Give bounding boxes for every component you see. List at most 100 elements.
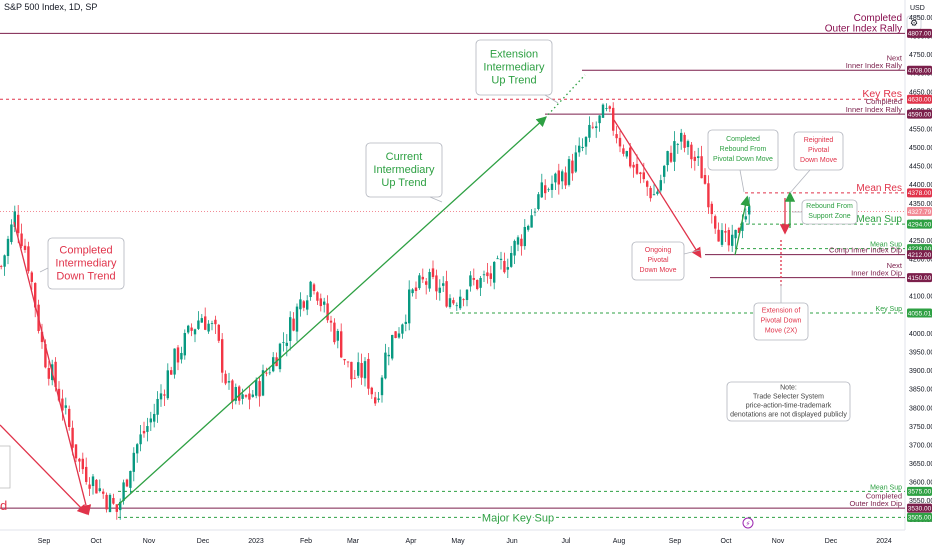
candle-body: [102, 491, 105, 494]
level-label: Next: [887, 261, 903, 270]
callout-text: Intermediary: [55, 257, 117, 269]
candle-body: [387, 354, 390, 357]
candle-body: [442, 283, 445, 286]
candle-body: [714, 216, 717, 229]
currency-label: USD: [910, 5, 925, 12]
level-label: Inner Index Rally: [846, 61, 903, 70]
candle-body: [506, 267, 509, 270]
candle-body: [557, 170, 560, 185]
level-badge-text: 4708.00: [908, 68, 932, 75]
candle-body: [159, 393, 163, 400]
callout-text: Rebound From: [720, 146, 767, 153]
candle-body: [166, 370, 169, 399]
candle-body: [401, 324, 404, 334]
candle-body: [435, 275, 438, 292]
level-badge: [907, 109, 932, 119]
candle-body: [108, 494, 112, 513]
candle-body: [683, 134, 686, 148]
candle-body: [561, 171, 564, 182]
callout-box: [707, 129, 779, 171]
x-tick-label: Dec: [197, 538, 210, 545]
y-tick-label: 3750.00: [909, 424, 932, 431]
candle-body: [57, 388, 61, 401]
candle-body: [88, 484, 91, 489]
y-axis-ticks: 4850.004800.004750.004700.004650.004600.…: [909, 15, 932, 524]
candle-body: [635, 163, 639, 174]
candle-body: [146, 426, 149, 432]
level-label: Mean Sup: [870, 242, 902, 249]
candle-body: [527, 225, 530, 230]
candle-body: [244, 395, 248, 397]
level-badge: [907, 250, 932, 260]
level-badge-text: 4212.00: [908, 252, 932, 259]
candle-body: [3, 255, 6, 267]
callout-text: Current: [386, 151, 423, 163]
candle-body: [584, 137, 588, 147]
candle-body: [598, 115, 601, 124]
candle-body: [153, 413, 156, 422]
candle-body: [455, 305, 458, 307]
y-tick-label: 4350.00: [909, 201, 932, 208]
candle-body: [81, 458, 84, 470]
candle-body: [105, 494, 108, 510]
level-badge: [907, 503, 932, 513]
level-badge: [907, 219, 932, 229]
price-badges: 4807.00 4708.00 4630.00 4590.00 4378.00 4327.…: [907, 28, 932, 522]
x-tick-label: Jun: [506, 538, 517, 545]
candle-body: [384, 352, 387, 379]
candle-body: [292, 318, 295, 331]
candle-body: [591, 126, 594, 128]
candle-body: [744, 216, 747, 220]
candle-body: [479, 277, 482, 288]
candle-body: [493, 262, 496, 283]
candle-body: [193, 329, 197, 335]
candle-body: [295, 306, 299, 332]
level-label: Mean Res: [856, 183, 902, 194]
candle-body: [690, 144, 693, 160]
candle-body: [374, 397, 377, 404]
axis-settings-icon[interactable]: ⚙: [906, 15, 922, 31]
candle-body: [472, 278, 475, 280]
candle-body: [465, 289, 469, 301]
candle-body: [258, 381, 261, 397]
candle-body: [516, 237, 520, 245]
candle-body: [231, 380, 234, 402]
callout-text: Pivotal: [647, 257, 668, 264]
candle-body: [486, 272, 489, 277]
x-tick-label: Oct: [721, 538, 732, 545]
candle-body: [350, 361, 353, 380]
candle-body: [666, 151, 669, 166]
candle-body: [476, 280, 479, 289]
level-badge-text: 3530.00: [908, 505, 932, 512]
candle-body: [248, 393, 251, 400]
y-tick-label: 3700.00: [909, 442, 932, 449]
candle-body: [176, 347, 180, 363]
candle-body: [448, 298, 452, 308]
candle-body: [727, 229, 730, 246]
candle-body: [289, 317, 292, 341]
callout-pointer: [544, 94, 559, 104]
callout-box: [365, 142, 443, 198]
callout-box: [793, 131, 844, 171]
candle-body: [431, 268, 435, 277]
level-badge-text: 3575.00: [908, 489, 932, 496]
candle-body: [71, 427, 74, 448]
callout-text: Extension: [490, 48, 538, 60]
event-flag-icon[interactable]: ⚡: [742, 517, 754, 529]
level-badge-text: 4294.00: [908, 221, 932, 228]
candle-body: [78, 458, 81, 462]
candle-body: [173, 348, 176, 375]
candle-body: [312, 284, 316, 292]
level-label: Completed: [866, 97, 902, 106]
callout-pointer: [739, 169, 745, 193]
candle-body: [469, 275, 472, 287]
candle-body: [326, 303, 329, 321]
candle-body: [659, 180, 662, 191]
candle-body: [316, 292, 319, 301]
candle-body: [183, 332, 186, 356]
y-tick-label: 4550.00: [909, 126, 932, 133]
candle-body: [547, 189, 550, 191]
callout-text: Completed: [59, 244, 112, 256]
candle-body: [0, 266, 3, 267]
